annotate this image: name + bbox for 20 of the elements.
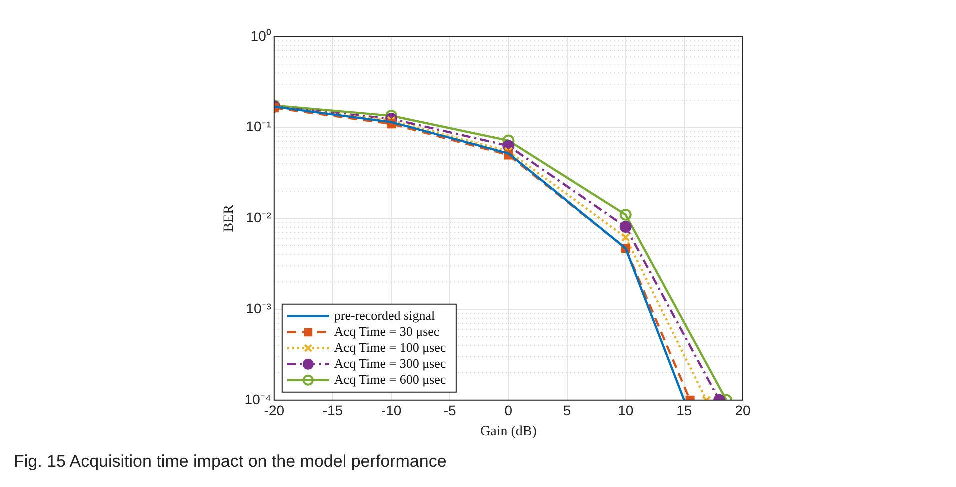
x-tick-label: -15 [322, 402, 344, 419]
x-tick-label: 15 [676, 402, 692, 419]
y-tick-label: 10⁻¹ [246, 118, 272, 135]
x-tick-label: 10 [618, 402, 634, 419]
legend-label: Acq Time = 30 μsec [334, 324, 440, 339]
legend-label: Acq Time = 300 μsec [334, 356, 446, 371]
x-axis-title: Gain (dB) [480, 424, 538, 440]
x-tick-label: 20 [735, 402, 751, 419]
x-tick-label: 5 [563, 402, 572, 419]
x-tick-label: -10 [381, 402, 402, 419]
y-tick-label: 10⁻³ [246, 300, 272, 316]
legend-label: pre-recorded signal [334, 308, 436, 323]
y-axis-title: BER [222, 204, 238, 232]
legend-label: Acq Time = 600 μsec [334, 372, 446, 387]
y-tick-label: 10⁻² [246, 210, 272, 226]
x-tick-label: 0 [504, 402, 513, 419]
legend-label: Acq Time = 100 μsec [334, 340, 446, 355]
y-tick-label: 10⁰ [250, 28, 272, 44]
x-tick-label: -5 [444, 402, 457, 419]
caption: Fig. 15 Acquisition time impact on the model performance [14, 452, 447, 472]
